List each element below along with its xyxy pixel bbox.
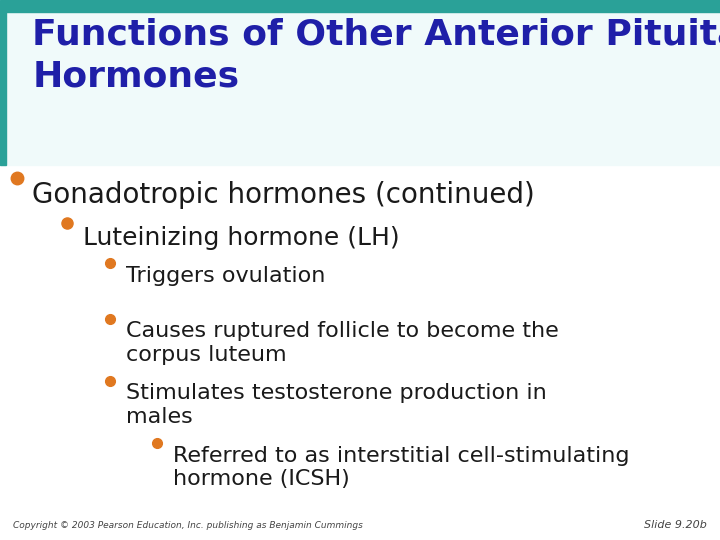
Text: Stimulates testosterone production in
males: Stimulates testosterone production in ma… [126,383,546,427]
Text: Referred to as interstitial cell-stimulating
hormone (ICSH): Referred to as interstitial cell-stimula… [173,446,629,489]
Bar [0,12,6,165]
Text: Triggers ovulation: Triggers ovulation [126,266,325,286]
Text: Functions of Other Anterior Pituitary
Hormones: Functions of Other Anterior Pituitary Ho… [32,18,720,93]
Text: Gonadotropic hormones (continued): Gonadotropic hormones (continued) [32,181,535,209]
Text: Slide 9.20b: Slide 9.20b [644,520,707,530]
Bar [0,12,720,165]
Text: Copyright © 2003 Pearson Education, Inc. publishing as Benjamin Cummings: Copyright © 2003 Pearson Education, Inc.… [13,521,363,530]
Bar [0,0,720,12]
Text: Luteinizing hormone (LH): Luteinizing hormone (LH) [83,226,400,249]
Text: Causes ruptured follicle to become the
corpus luteum: Causes ruptured follicle to become the c… [126,321,559,365]
